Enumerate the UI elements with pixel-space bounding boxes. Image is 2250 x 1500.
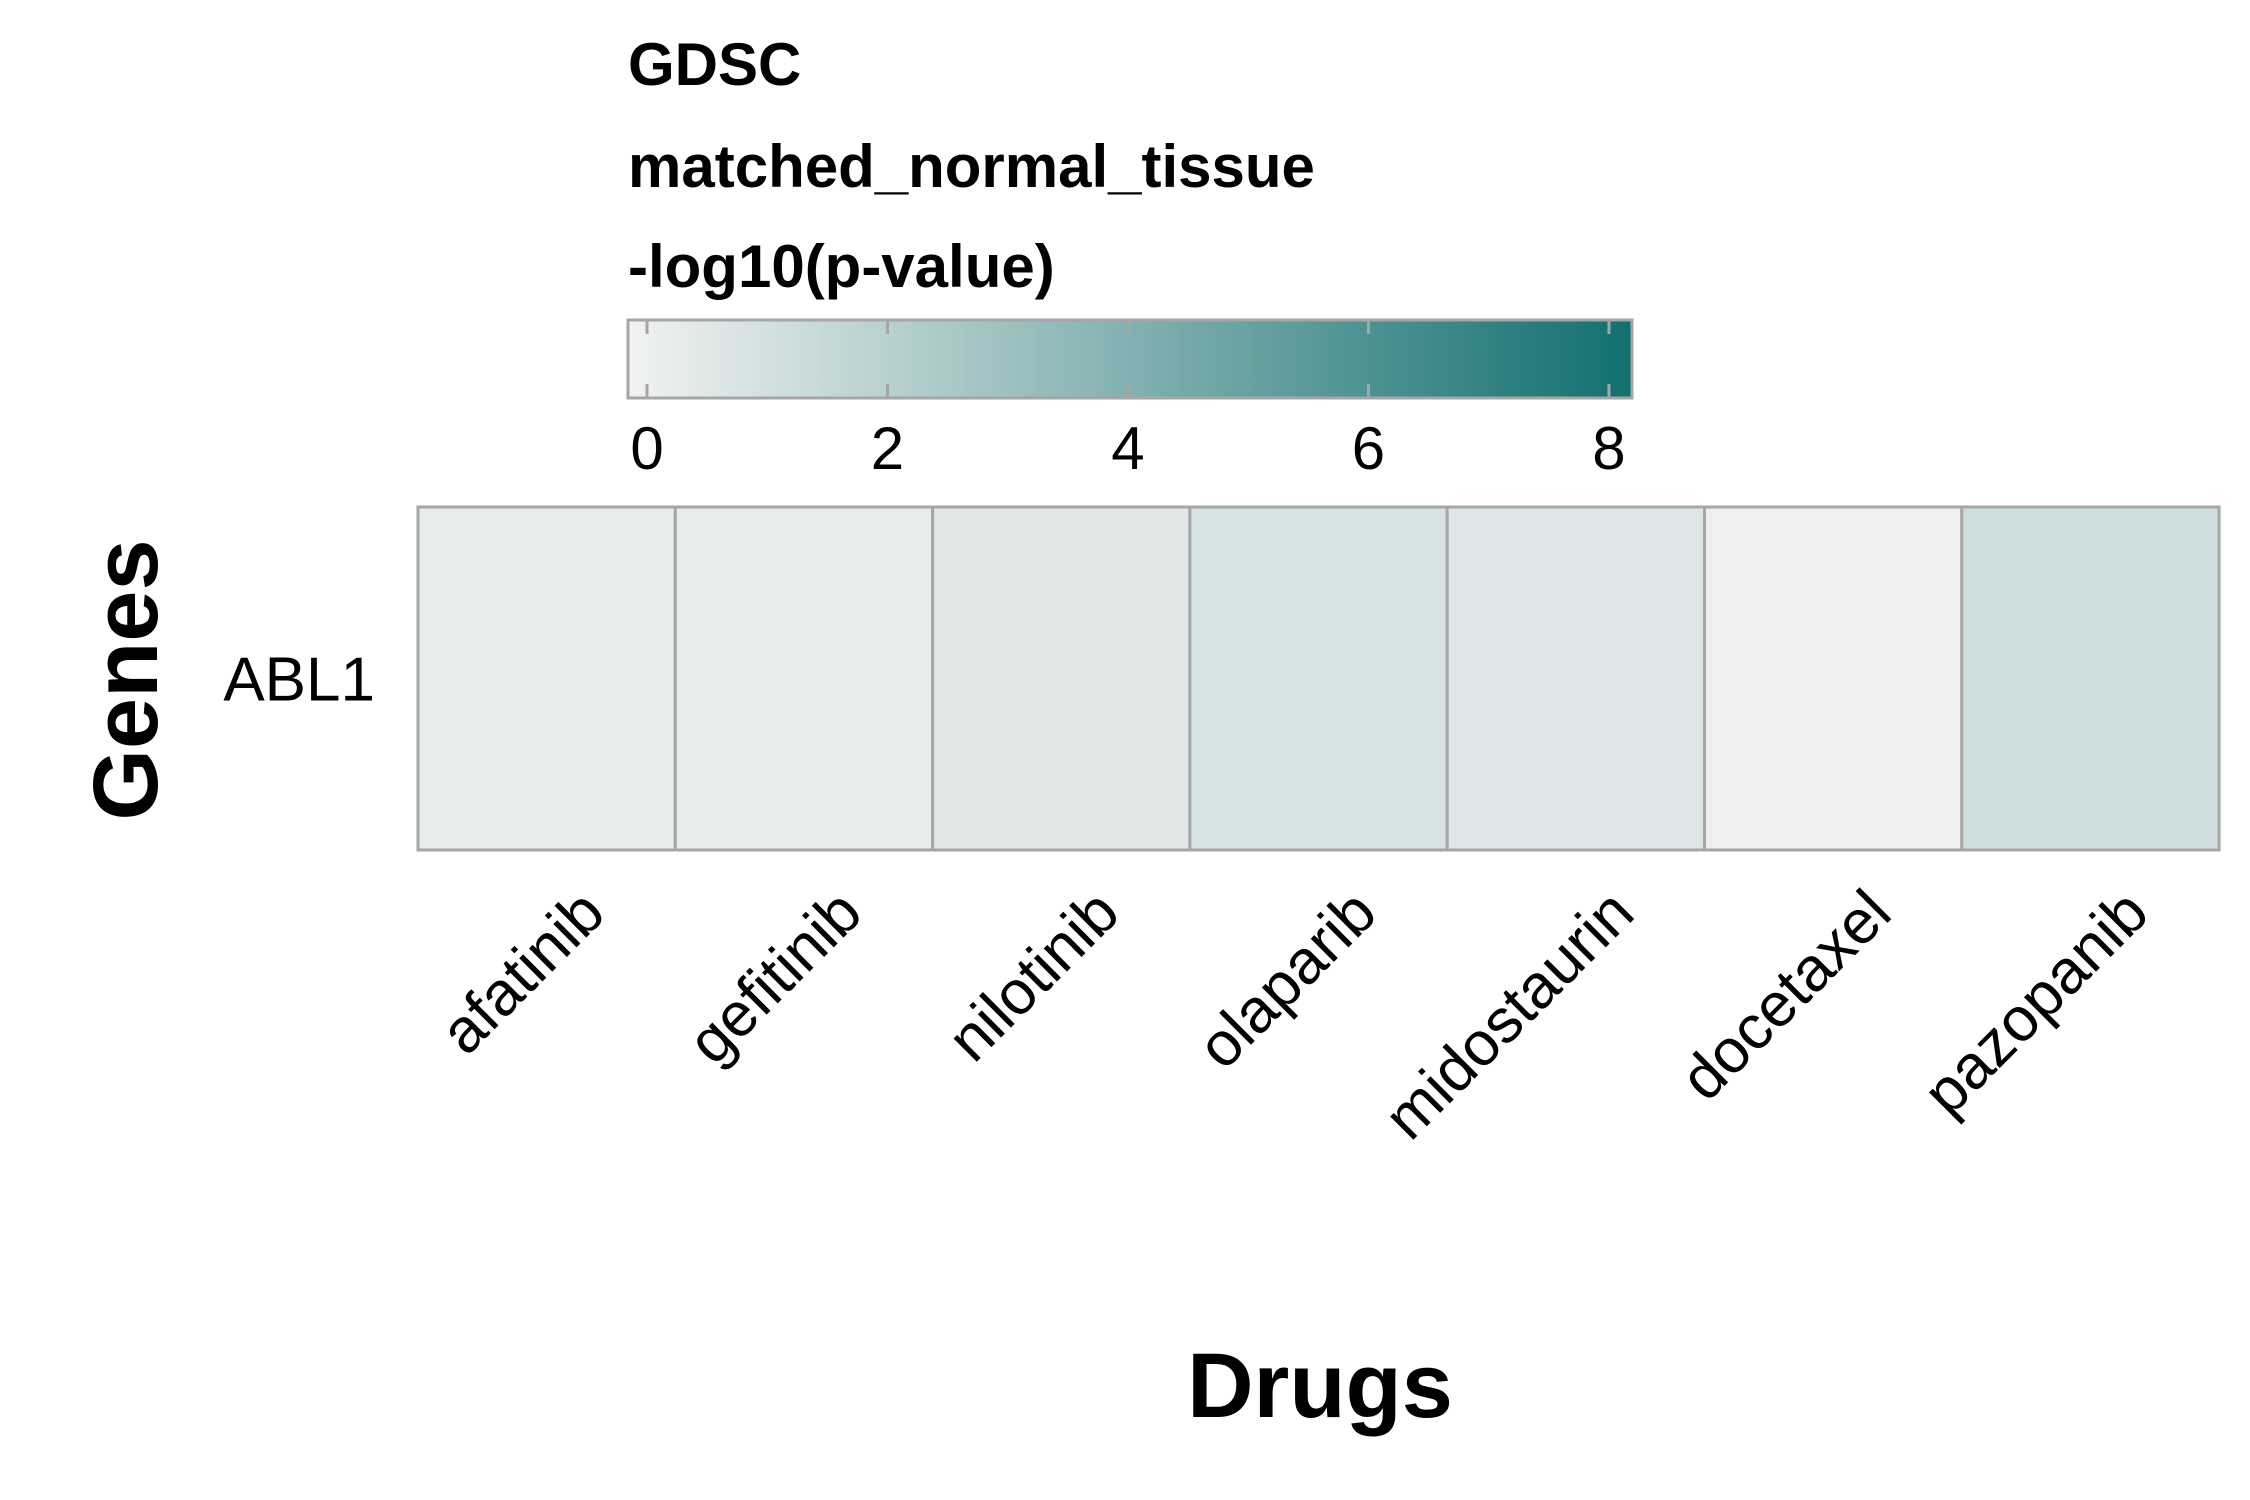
heatmap-cells	[416, 505, 2221, 852]
column-label-gefitinib: gefitinib	[675, 877, 875, 1077]
heatmap-cell-ABL1-olaparib	[1188, 505, 1449, 852]
heatmap-cell-ABL1-pazopanib	[1960, 505, 2221, 852]
legend-tick-label-3: 6	[1352, 415, 1385, 482]
heatmap-cell-ABL1-midostaurin	[1445, 505, 1706, 852]
legend-tick-label-2: 4	[1111, 415, 1144, 482]
y-axis-title: Genes	[75, 539, 177, 820]
row-labels: ABL1	[223, 646, 375, 715]
column-label-docetaxel: docetaxel	[1668, 877, 1904, 1113]
column-label-midostaurin: midostaurin	[1371, 877, 1646, 1152]
legend-tick-label-1: 2	[871, 415, 904, 482]
heatmap-cell-ABL1-afatinib	[416, 505, 677, 852]
x-axis-title: Drugs	[1187, 1335, 1453, 1437]
column-label-nilotinib: nilotinib	[935, 877, 1132, 1074]
heatmap-cell-ABL1-nilotinib	[931, 505, 1192, 852]
legend-title-line-2: matched_normal_tissue	[628, 133, 1315, 200]
legend-title-line-3: -log10(p-value)	[628, 233, 1055, 300]
color-legend: GDSC matched_normal_tissue -log10(p-valu…	[626, 31, 1634, 482]
legend-tick-label-4: 8	[1592, 415, 1625, 482]
column-label-pazopanib: pazopanib	[1910, 877, 2161, 1128]
legend-title-line-1: GDSC	[628, 31, 801, 98]
row-label-ABL1: ABL1	[223, 646, 375, 715]
legend-ticks: 0 2 4 6 8	[630, 320, 1626, 482]
column-label-olaparib: olaparib	[1185, 877, 1390, 1082]
legend-color-bar	[626, 318, 1634, 400]
heatmap-cell-ABL1-gefitinib	[673, 505, 935, 852]
heatmap-cell-ABL1-docetaxel	[1703, 505, 1964, 852]
column-label-afatinib: afatinib	[427, 877, 617, 1067]
legend-tick-label-0: 0	[630, 415, 663, 482]
column-labels: afatinib gefitinib nilotinib olaparibmidost…	[427, 877, 2161, 1152]
